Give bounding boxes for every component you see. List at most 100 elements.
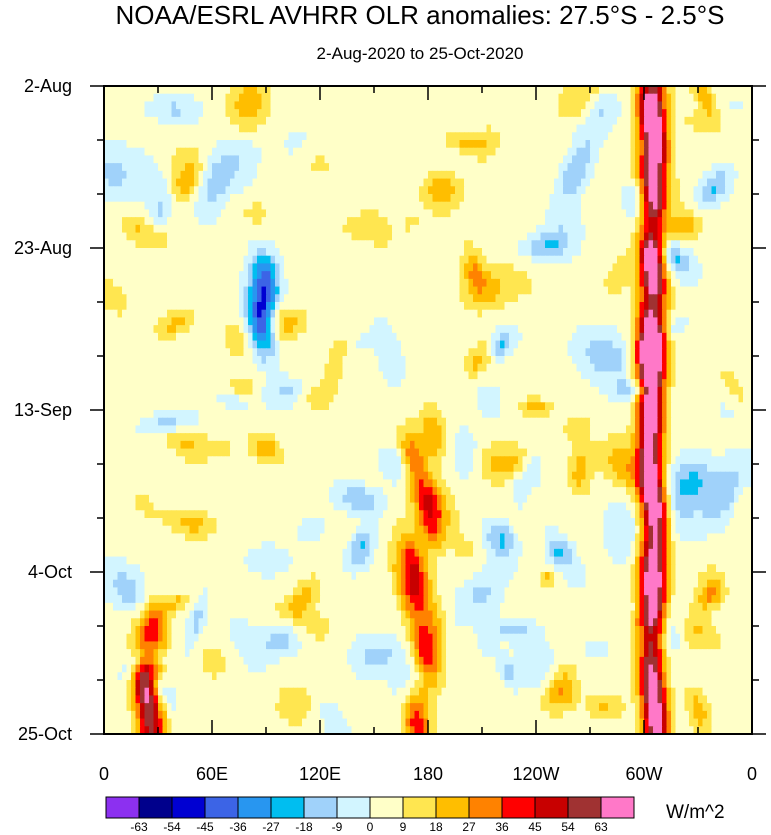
field-cell: [473, 132, 479, 141]
field-cell: [383, 294, 389, 303]
field-cell: [549, 140, 555, 149]
field-cell: [392, 263, 398, 272]
field-cell: [288, 147, 294, 157]
field-cell: [518, 101, 524, 110]
field-cell: [563, 101, 569, 110]
field-cell: [360, 325, 366, 334]
field-cell: [630, 93, 636, 103]
field-cell: [338, 147, 344, 157]
field-cell: [266, 132, 272, 141]
field-cell: [144, 109, 150, 118]
field-cell: [549, 248, 555, 257]
field-cell: [270, 101, 276, 110]
field-cell: [702, 263, 708, 272]
field-cell: [239, 325, 245, 334]
field-cell: [626, 116, 632, 126]
field-cell: [648, 170, 654, 180]
field-cell: [383, 340, 389, 349]
field-cell: [518, 263, 524, 272]
field-cell: [140, 294, 146, 303]
field-cell: [698, 302, 704, 311]
field-cell: [554, 278, 560, 288]
field-cell: [693, 101, 699, 110]
field-cell: [603, 309, 609, 319]
field-cell: [338, 124, 344, 133]
field-cell: [491, 271, 497, 280]
field-cell: [711, 332, 717, 342]
field-cell: [261, 86, 267, 95]
field-cell: [540, 140, 546, 149]
field-cell: [279, 170, 285, 180]
field-cell: [608, 325, 614, 334]
field-cell: [144, 86, 150, 95]
field-cell: [716, 332, 722, 342]
field-cell: [441, 348, 447, 357]
field-cell: [630, 317, 636, 326]
field-cell: [338, 93, 344, 103]
field-cell: [693, 93, 699, 103]
field-cell: [225, 93, 231, 103]
field-cell: [644, 109, 650, 118]
field-cell: [383, 317, 389, 326]
field-cell: [684, 194, 690, 203]
field-cell: [275, 271, 281, 280]
field-cell: [396, 147, 402, 157]
field-cell: [576, 286, 582, 295]
field-cell: [446, 340, 452, 349]
field-cell: [131, 302, 137, 311]
field-cell: [468, 240, 474, 249]
field-cell: [365, 116, 371, 126]
field-cell: [459, 109, 465, 118]
field-cell: [711, 294, 717, 303]
field-cell: [572, 140, 578, 149]
field-cell: [576, 248, 582, 257]
field-cell: [189, 317, 195, 326]
field-cell: [612, 163, 618, 172]
field-cell: [248, 132, 254, 141]
field-cell: [468, 232, 474, 241]
field-cell: [662, 147, 668, 157]
field-cell: [207, 93, 213, 103]
field-cell: [347, 255, 353, 265]
field-cell: [563, 317, 569, 326]
field-cell: [653, 201, 659, 211]
field-cell: [194, 317, 200, 326]
field-cell: [644, 271, 650, 280]
field-cell: [563, 140, 569, 149]
field-cell: [333, 232, 339, 241]
field-cell: [639, 86, 645, 95]
field-cell: [158, 209, 164, 218]
field-cell: [455, 109, 461, 118]
field-cell: [621, 178, 627, 187]
field-cell: [275, 240, 281, 249]
field-cell: [284, 201, 290, 211]
field-cell: [144, 170, 150, 180]
field-cell: [315, 317, 321, 326]
field-cell: [450, 332, 456, 342]
field-cell: [333, 332, 339, 342]
field-cell: [702, 186, 708, 195]
field-cell: [135, 332, 141, 342]
field-cell: [671, 170, 677, 180]
field-cell: [500, 93, 506, 103]
field-cell: [401, 278, 407, 288]
field-cell: [198, 271, 204, 280]
field-cell: [108, 201, 114, 211]
field-cell: [158, 201, 164, 211]
field-cell: [653, 317, 659, 326]
field-cell: [743, 286, 749, 295]
field-cell: [297, 116, 303, 126]
field-cell: [288, 124, 294, 133]
field-cell: [608, 217, 614, 226]
field-cell: [158, 317, 164, 326]
field-cell: [140, 263, 146, 272]
field-cell: [464, 178, 470, 187]
field-cell: [446, 263, 452, 272]
field-cell: [279, 271, 285, 280]
field-cell: [612, 132, 618, 141]
field-cell: [563, 93, 569, 103]
field-cell: [248, 332, 254, 342]
field-cell: [248, 86, 254, 95]
field-cell: [257, 147, 263, 157]
field-cell: [567, 255, 573, 265]
